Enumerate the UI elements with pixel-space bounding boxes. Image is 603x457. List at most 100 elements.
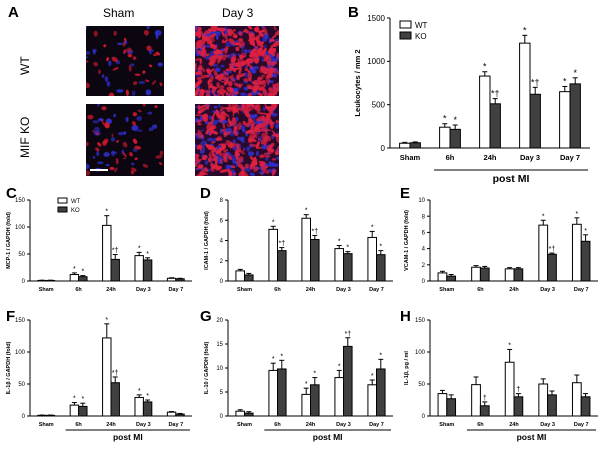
micrograph-texture <box>115 158 119 165</box>
significance-mark: * <box>313 371 316 378</box>
micrograph-texture <box>195 114 203 117</box>
micrograph-texture <box>275 123 279 129</box>
micrograph-texture <box>117 42 123 45</box>
micrograph-texture <box>137 109 142 113</box>
panel-letter-h: H <box>400 308 411 325</box>
micrograph-texture <box>220 158 223 165</box>
micrograph-texture <box>221 152 230 158</box>
micrograph-texture <box>138 80 146 85</box>
chart-leukocytes: 0 500 1000 1500 Leukocytes / mm 2 Sham 6h * * 24h… <box>353 14 590 185</box>
micrograph-texture <box>271 169 277 174</box>
micrograph-texture <box>123 49 127 54</box>
micrograph-texture <box>271 33 278 40</box>
micrograph-texture <box>122 41 126 47</box>
y-tick-label: 100 <box>15 350 26 356</box>
significance-mark: * <box>371 373 374 380</box>
micrograph-texture <box>131 162 135 166</box>
micrograph-texture <box>234 42 241 46</box>
micrograph-texture <box>142 163 149 168</box>
micrograph-texture <box>236 122 242 131</box>
micrograph-texture <box>125 116 129 122</box>
micrograph-texture <box>233 82 241 88</box>
x-tick-label: 24h <box>484 153 497 162</box>
micrograph-texture <box>94 126 100 133</box>
bar-ko <box>569 83 581 149</box>
micrograph-texture <box>212 92 219 96</box>
micrograph-texture <box>117 131 124 136</box>
significance-mark: *† <box>531 77 540 87</box>
micro-col-day3: Day 3 <box>222 6 254 20</box>
micrograph-texture <box>196 78 202 85</box>
micrograph-texture <box>95 147 100 152</box>
bar-ko <box>479 267 490 282</box>
micrograph-texture <box>246 30 250 34</box>
micrograph-texture <box>152 124 158 129</box>
y-tick-label: 5 <box>220 390 224 396</box>
y-axis-label: IL-10 / GAPDH (fold) <box>204 342 210 395</box>
micrograph-texture <box>225 54 229 57</box>
significance-mark: *† <box>311 228 318 235</box>
micrograph-texture <box>226 92 231 96</box>
x-tick-label: Day 7 <box>168 422 183 428</box>
micrograph-texture <box>245 129 253 134</box>
micrograph-texture <box>108 60 112 67</box>
micrograph-texture <box>247 151 255 157</box>
micrograph-texture <box>132 121 136 126</box>
micrograph-texture <box>232 117 236 121</box>
micrograph-texture <box>197 51 201 55</box>
bar-wt <box>235 410 245 417</box>
micrograph-texture <box>123 131 127 135</box>
micrograph-texture <box>252 157 258 164</box>
panel-letter-c: C <box>6 185 17 202</box>
y-axis-label: ICAM-1 / GAPDH (fold) <box>204 211 210 270</box>
micrograph-texture <box>130 63 135 67</box>
bar-ko <box>142 401 153 417</box>
micrograph-texture <box>232 53 237 60</box>
micrograph-texture <box>136 129 143 132</box>
micrograph-texture <box>104 121 110 129</box>
bar-ko <box>376 254 386 282</box>
micrograph-texture <box>256 39 264 48</box>
micrograph-texture <box>262 26 268 36</box>
x-tick-label: Day 3 <box>336 287 351 293</box>
bar-ko <box>175 413 185 417</box>
micrograph-texture <box>155 33 159 40</box>
micrograph-texture <box>106 57 110 62</box>
micrograph-texture <box>230 165 236 169</box>
micrograph-wt-day3 <box>195 26 279 96</box>
bar-wt <box>437 393 448 417</box>
bar-ko <box>479 405 490 417</box>
micrograph-texture <box>104 76 109 82</box>
significance-mark: * <box>338 363 341 370</box>
micrograph-texture <box>195 173 202 176</box>
micrograph-texture <box>98 69 101 74</box>
micrograph-texture <box>241 136 245 141</box>
micrograph-texture <box>195 133 198 136</box>
micrograph-texture <box>103 44 107 48</box>
chart-il1b-mrna: 0 50 100 150 IL-1β / GAPDH (fold) Sham 6h * * 24h… <box>6 317 192 442</box>
micrograph-texture <box>228 156 233 161</box>
micrograph-texture <box>225 91 229 96</box>
x-tick-label: 24h <box>509 422 519 428</box>
y-tick-label: 4 <box>422 247 426 253</box>
x-tick-label: Day 7 <box>574 287 589 293</box>
micrograph-texture <box>250 52 258 61</box>
micrograph-ko-day3 <box>195 104 279 176</box>
micrograph-texture <box>234 66 242 71</box>
micrograph-texture <box>217 93 220 96</box>
significance-mark: * <box>453 115 457 125</box>
x-tick-label: Day 7 <box>560 153 580 162</box>
micrograph-texture <box>258 138 261 141</box>
bar-wt <box>538 383 549 417</box>
micrograph-texture <box>158 162 163 166</box>
micrograph-texture <box>261 132 266 139</box>
micrograph-texture <box>102 140 107 146</box>
micrograph-texture <box>230 78 236 82</box>
micrograph-texture <box>249 172 255 176</box>
micrograph-texture <box>245 58 254 64</box>
micrograph-texture <box>263 169 270 174</box>
bar-ko <box>489 103 501 149</box>
bar-wt <box>538 224 549 282</box>
micrograph-texture <box>248 118 253 123</box>
micrograph-texture <box>113 113 116 118</box>
